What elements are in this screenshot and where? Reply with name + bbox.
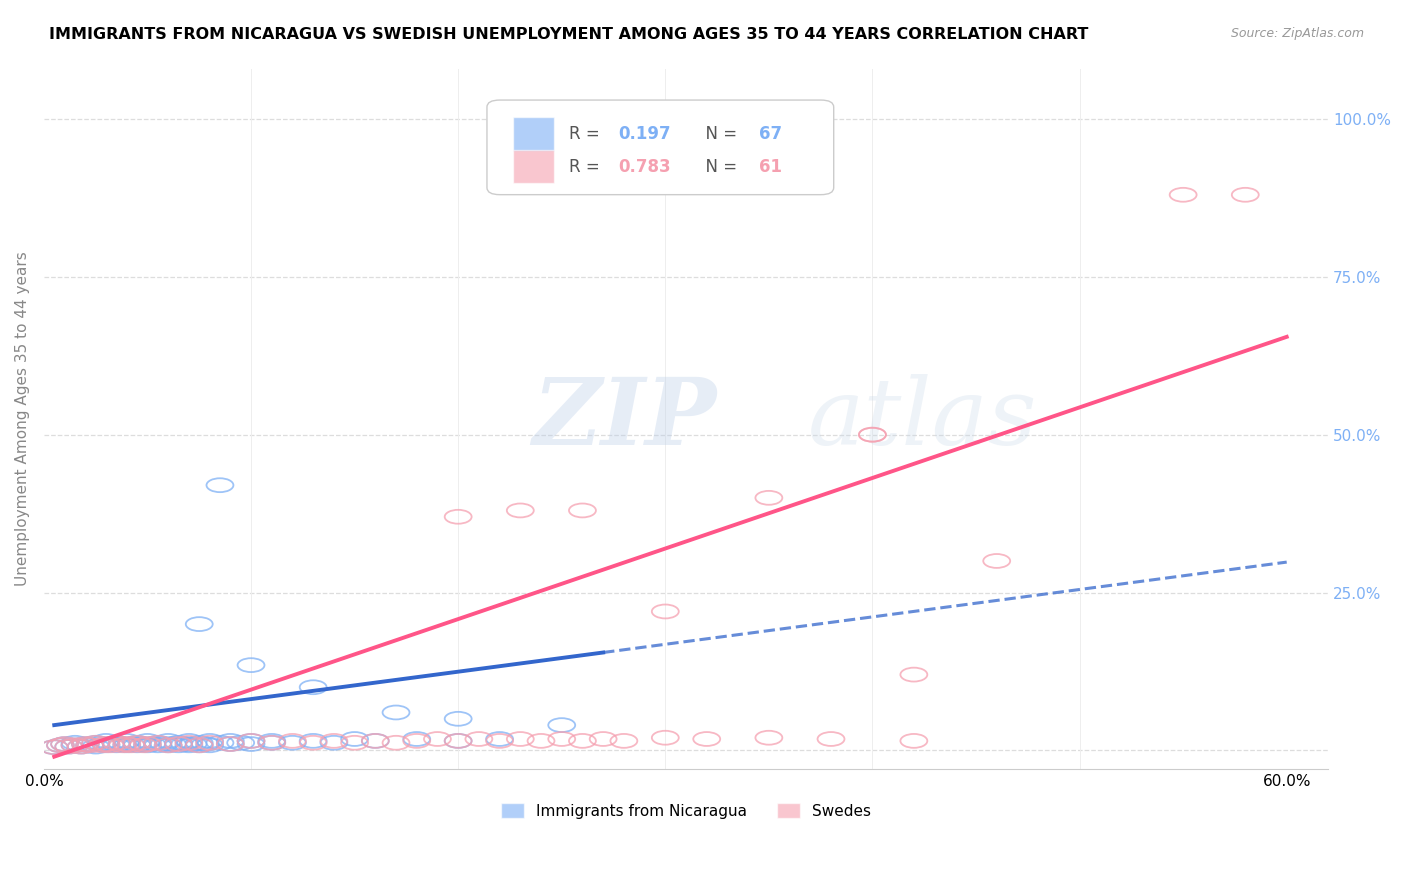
Text: 61: 61 [759,158,782,176]
Text: IMMIGRANTS FROM NICARAGUA VS SWEDISH UNEMPLOYMENT AMONG AGES 35 TO 44 YEARS CORR: IMMIGRANTS FROM NICARAGUA VS SWEDISH UNE… [49,27,1088,42]
Y-axis label: Unemployment Among Ages 35 to 44 years: Unemployment Among Ages 35 to 44 years [15,252,30,586]
Text: 0.197: 0.197 [619,125,671,143]
FancyBboxPatch shape [513,150,554,184]
FancyBboxPatch shape [513,117,554,151]
Text: 0.783: 0.783 [619,158,671,176]
Text: Source: ZipAtlas.com: Source: ZipAtlas.com [1230,27,1364,40]
Text: N =: N = [695,125,742,143]
Text: atlas: atlas [808,374,1038,464]
Text: ZIP: ZIP [531,374,716,464]
Text: R =: R = [569,158,605,176]
Text: N =: N = [695,158,742,176]
Legend: Immigrants from Nicaragua, Swedes: Immigrants from Nicaragua, Swedes [495,797,877,825]
Text: R =: R = [569,125,605,143]
FancyBboxPatch shape [486,100,834,194]
Text: 67: 67 [759,125,782,143]
